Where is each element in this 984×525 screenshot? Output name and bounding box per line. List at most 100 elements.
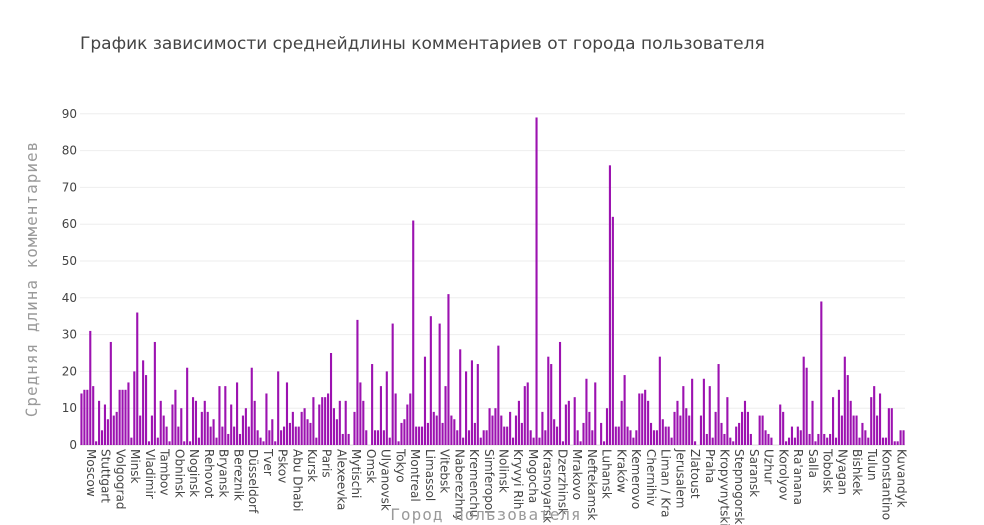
bar[interactable] [327,393,330,445]
bar[interactable] [553,419,556,445]
bar[interactable] [465,371,468,445]
bar[interactable] [288,422,291,445]
bar[interactable] [685,408,688,445]
bar[interactable] [142,360,145,445]
bar[interactable] [567,400,570,445]
bar[interactable] [826,437,829,445]
bar[interactable] [429,316,432,445]
bar[interactable] [870,397,873,445]
bar[interactable] [855,415,858,445]
bar[interactable] [224,386,227,445]
bar[interactable] [605,408,609,445]
bar[interactable] [285,382,289,445]
bar[interactable] [321,397,324,445]
bar[interactable] [329,353,333,445]
bar[interactable] [89,330,92,445]
bar[interactable] [647,400,650,445]
bar[interactable] [165,426,168,445]
bar[interactable] [641,393,644,445]
bar[interactable] [218,386,221,445]
bar[interactable] [729,437,732,445]
bar[interactable] [470,360,473,445]
bar[interactable] [834,437,838,445]
bar[interactable] [638,393,641,445]
bar[interactable] [409,393,412,445]
bar[interactable] [735,426,738,445]
bar[interactable] [594,382,597,445]
bar[interactable] [221,426,224,445]
bar[interactable] [420,426,424,445]
bar[interactable] [344,400,347,445]
bar[interactable] [244,408,247,445]
bar[interactable] [817,433,820,445]
bar[interactable] [556,426,559,445]
bar[interactable] [743,400,747,445]
bar[interactable] [694,441,697,445]
bar[interactable] [603,441,606,445]
bar[interactable] [793,437,796,445]
bar[interactable] [620,400,623,445]
bar[interactable] [529,430,532,445]
bar[interactable] [136,312,139,445]
bar[interactable] [858,437,861,445]
bar[interactable] [523,386,526,445]
bar[interactable] [591,430,594,445]
bar[interactable] [488,408,491,445]
bar[interactable] [83,389,86,445]
bar[interactable] [867,437,870,445]
bar[interactable] [691,378,694,445]
bar[interactable] [227,433,230,445]
bar[interactable] [332,408,336,445]
bar[interactable] [86,389,89,445]
bar[interactable] [796,426,799,445]
bar[interactable] [394,393,397,445]
bar[interactable] [814,441,817,445]
bar[interactable] [95,441,98,445]
bar[interactable] [365,430,368,445]
bar[interactable] [115,411,118,445]
bar[interactable] [661,419,664,445]
bar[interactable] [356,319,359,445]
bar[interactable] [338,400,341,445]
bar[interactable] [720,422,723,445]
bar[interactable] [194,400,198,445]
bar[interactable] [785,441,788,445]
bar[interactable] [297,426,300,445]
bar[interactable] [608,165,611,445]
bar[interactable] [259,437,262,445]
bar[interactable] [494,408,497,445]
bar[interactable] [467,430,471,445]
bar[interactable] [644,389,647,445]
bar[interactable] [717,364,720,445]
bar[interactable] [476,364,479,445]
bar[interactable] [300,411,303,445]
bar[interactable] [382,430,385,445]
bar[interactable] [335,419,338,445]
bar[interactable] [600,422,603,445]
bar[interactable] [482,430,485,445]
bar[interactable] [479,437,482,445]
bar[interactable] [324,397,327,445]
bar[interactable] [412,220,415,445]
bar[interactable] [379,386,382,445]
bar[interactable] [456,430,459,445]
bar[interactable] [538,437,541,445]
bar[interactable] [180,408,183,445]
bar[interactable] [767,433,770,445]
bar[interactable] [362,400,365,445]
bar[interactable] [741,411,744,445]
bar[interactable] [623,375,626,445]
bar[interactable] [723,433,726,445]
bar[interactable] [103,404,107,445]
bar[interactable] [506,426,509,445]
bar[interactable] [309,422,312,445]
bar[interactable] [423,356,427,445]
bar[interactable] [699,415,703,445]
bar[interactable] [711,437,714,445]
bar[interactable] [432,411,435,445]
bar[interactable] [649,422,653,445]
bar[interactable] [708,386,711,445]
bar[interactable] [130,437,133,445]
bar[interactable] [876,415,879,445]
bar[interactable] [550,364,553,445]
